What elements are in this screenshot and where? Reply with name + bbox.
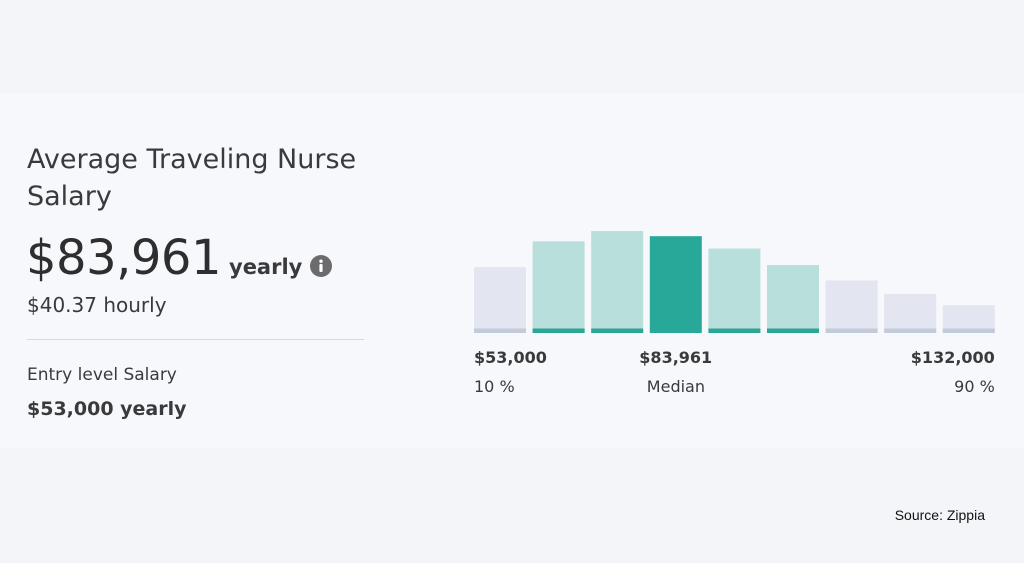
average-salary-row: $83,961 yearly xyxy=(26,230,333,286)
low-percentile-label: 10 % xyxy=(474,377,515,396)
info-icon[interactable] xyxy=(310,255,333,277)
median-bar xyxy=(649,236,702,333)
median-value: $83,961 xyxy=(639,348,713,367)
median-label: Median xyxy=(646,377,705,396)
entry-level-label: Entry level Salary xyxy=(27,365,177,385)
distribution-bar xyxy=(884,293,937,333)
bar-baseline-strip xyxy=(591,328,644,333)
page-title: Average Traveling Nurse Salary xyxy=(27,144,357,212)
distribution-bar xyxy=(474,267,526,333)
average-salary-unit: yearly xyxy=(229,255,303,279)
entry-level-value: $53,000 yearly xyxy=(27,398,187,420)
bar-baseline-strip xyxy=(825,328,878,333)
source-note: Source: Zippia xyxy=(894,507,985,523)
hourly-salary: $40.37 hourly xyxy=(27,293,167,317)
bar-baseline-strip xyxy=(767,328,819,333)
bar-baseline-strip xyxy=(942,328,995,333)
low-percentile-value: $53,000 xyxy=(474,348,547,367)
distribution-bar xyxy=(767,265,819,333)
average-salary-amount: $83,961 xyxy=(26,230,222,286)
distribution-bar xyxy=(942,305,995,333)
distribution-bar xyxy=(591,231,644,333)
bar-baseline-strip xyxy=(474,328,526,333)
bar-baseline-strip xyxy=(532,328,585,333)
distribution-bar xyxy=(532,241,585,333)
divider xyxy=(27,339,364,340)
distribution-bar xyxy=(825,280,878,333)
high-percentile-value: $132,000 xyxy=(910,348,995,367)
bar-baseline-strip xyxy=(884,328,937,333)
high-percentile-label: 90 % xyxy=(954,377,995,396)
bar-baseline-strip xyxy=(708,328,761,333)
distribution-bar xyxy=(708,248,761,333)
